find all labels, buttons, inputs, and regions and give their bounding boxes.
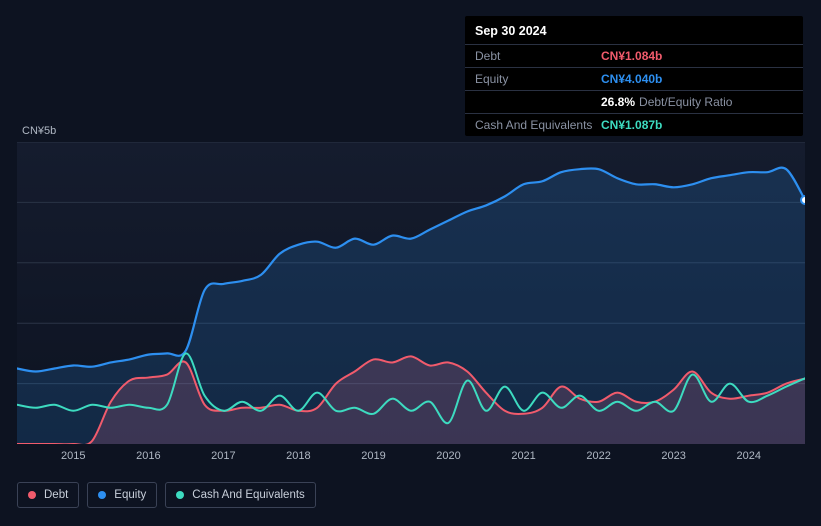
legend: Debt Equity Cash And Equivalents xyxy=(17,482,316,508)
legend-item-equity[interactable]: Equity xyxy=(87,482,157,508)
legend-dot xyxy=(28,491,36,499)
chart-svg xyxy=(17,142,805,444)
x-axis-year: 2024 xyxy=(736,450,760,462)
tooltip-row: Cash And EquivalentsCN¥1.087b xyxy=(465,113,803,136)
x-axis-year: 2017 xyxy=(211,450,235,462)
tooltip-row: EquityCN¥4.040b xyxy=(465,67,803,90)
x-axis-year: 2021 xyxy=(511,450,535,462)
legend-label: Equity xyxy=(114,489,146,501)
x-axis-year: 2020 xyxy=(436,450,460,462)
x-axis-year: 2022 xyxy=(586,450,610,462)
chart-area[interactable] xyxy=(17,142,805,444)
legend-dot xyxy=(98,491,106,499)
x-axis-labels: 2015 2016 2017 2018 2019 2020 2021 2022 2023 2024 xyxy=(17,450,805,470)
y-axis-max-label: CN¥5b xyxy=(22,125,56,137)
x-axis-year: 2019 xyxy=(361,450,385,462)
tooltip-label xyxy=(475,95,601,109)
legend-label: Cash And Equivalents xyxy=(192,489,305,501)
legend-item-cash-and-equivalents[interactable]: Cash And Equivalents xyxy=(165,482,316,508)
x-axis-year: 2023 xyxy=(661,450,685,462)
tooltip-label: Cash And Equivalents xyxy=(475,118,601,132)
tooltip-row: 26.8%Debt/Equity Ratio xyxy=(465,90,803,113)
legend-label: Debt xyxy=(44,489,68,501)
x-axis-year: 2016 xyxy=(136,450,160,462)
tooltip-box: Sep 30 2024 DebtCN¥1.084bEquityCN¥4.040b… xyxy=(465,16,803,136)
tooltip-row: DebtCN¥1.084b xyxy=(465,44,803,67)
tooltip-value: CN¥1.084b xyxy=(601,49,662,63)
tooltip-value: CN¥4.040b xyxy=(601,72,662,86)
legend-dot xyxy=(176,491,184,499)
legend-item-debt[interactable]: Debt xyxy=(17,482,79,508)
tooltip-value: 26.8%Debt/Equity Ratio xyxy=(601,95,732,109)
tooltip-label: Equity xyxy=(475,72,601,86)
tooltip-label: Debt xyxy=(475,49,601,63)
x-axis-year: 2018 xyxy=(286,450,310,462)
x-axis-year: 2015 xyxy=(61,450,85,462)
tooltip-date: Sep 30 2024 xyxy=(465,16,803,44)
tooltip-value: CN¥1.087b xyxy=(601,118,662,132)
